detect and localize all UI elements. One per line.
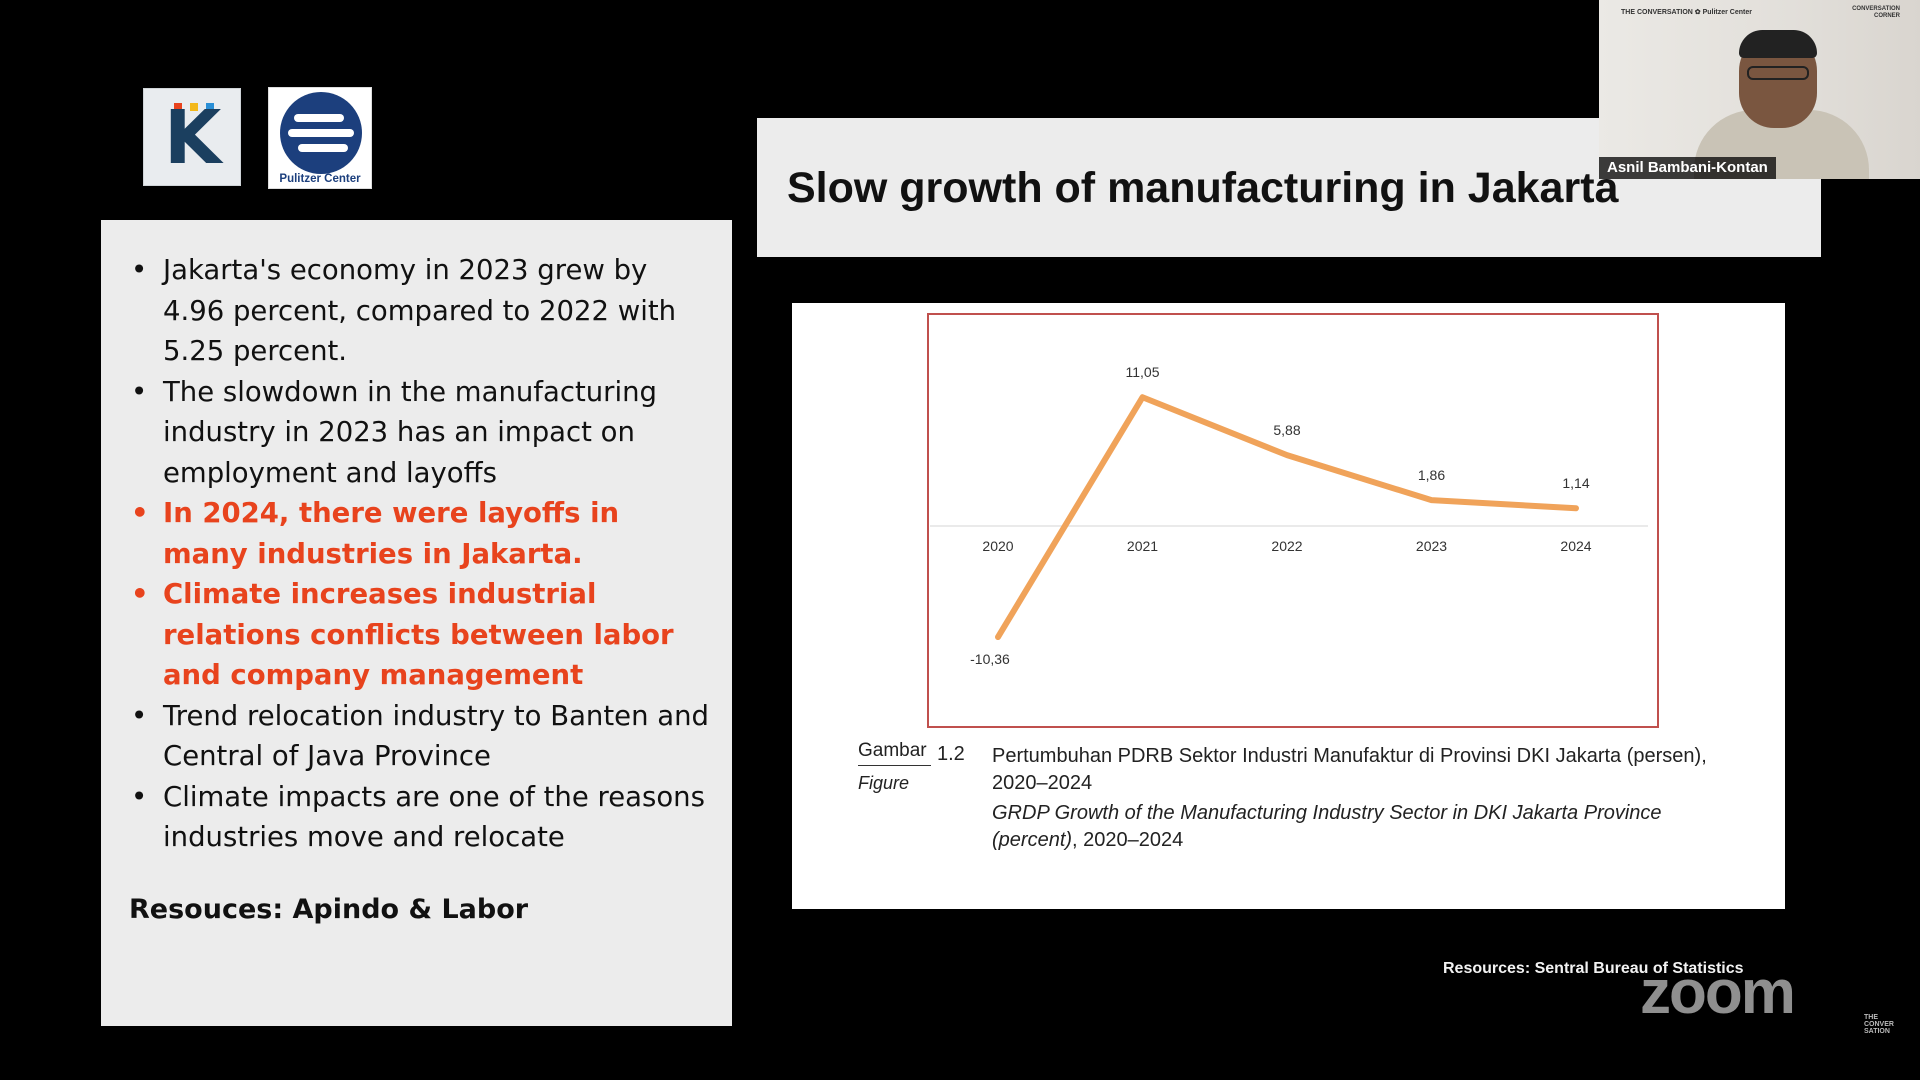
data-label: 1,86 <box>1418 467 1445 483</box>
bullet-item: • Climate increases industrial relations … <box>129 574 712 696</box>
participant-name-tag: Asnil Bambani-Kontan <box>1599 157 1776 179</box>
bullet-panel: • Jakarta's economy in 2023 grew by 4.96 … <box>101 220 732 1026</box>
participant-video[interactable]: THE CONVERSATION ✿ Pulitzer Center CONVE… <box>1599 0 1920 179</box>
logo-stripe <box>298 144 348 152</box>
zoom-logo: zoom <box>1640 958 1796 1027</box>
x-tick-label: 2022 <box>1271 538 1302 554</box>
pulitzer-logo-circle <box>280 92 362 174</box>
slide-title: Slow growth of manufacturing in Jakarta <box>787 164 1619 212</box>
logo-dot <box>174 103 182 111</box>
caption-figure: Figure <box>858 773 910 793</box>
x-tick-label: 2020 <box>982 538 1013 554</box>
kontan-logo-dots <box>174 103 214 111</box>
bullet-text: The slowdown in the manufacturing indust… <box>163 375 657 489</box>
kontan-logo-letter: K <box>164 95 222 181</box>
caption-english-years: , 2020–2024 <box>1072 829 1184 851</box>
caption-gambar: Gambar <box>858 740 931 766</box>
pulitzer-center-logo: Pulitzer Center <box>268 87 372 189</box>
bullet-text: Climate increases industrial relations c… <box>163 578 674 691</box>
data-point <box>1573 505 1579 511</box>
bullet-item: • Jakarta's economy in 2023 grew by 4.96 … <box>129 250 712 372</box>
x-tick-label: 2024 <box>1560 538 1591 554</box>
resources-left: Resouces: Apindo & Labor <box>129 894 529 925</box>
data-point <box>1284 452 1290 458</box>
caption-english-italic: GRDP Growth of the Manufacturing Industr… <box>992 802 1662 851</box>
pulitzer-logo-caption: Pulitzer Center <box>279 173 361 185</box>
logo-stripe <box>294 114 344 122</box>
data-label: -10,36 <box>970 651 1010 667</box>
data-point <box>1429 497 1434 503</box>
video-brand-right: CONVERSATION CORNER <box>1852 6 1900 19</box>
bullet-dot: • <box>131 578 149 610</box>
logo-dot <box>190 103 198 111</box>
participant-glasses <box>1747 66 1809 80</box>
participant-hair <box>1739 30 1817 58</box>
bullet-dot: • <box>131 780 148 813</box>
bullet-text: Jakarta's economy in 2023 grew by 4.96 p… <box>163 254 677 367</box>
x-tick-label: 2023 <box>1416 538 1447 554</box>
bullet-list: • Jakarta's economy in 2023 grew by 4.96 … <box>101 220 732 858</box>
data-point <box>1140 394 1145 400</box>
bullet-text: In 2024, there were layoffs in many indu… <box>163 497 620 570</box>
bullet-dot: • <box>131 254 148 286</box>
chart-panel: 2020 2021 2022 2023 2024 -10,36 11,05 5,88 1,86 1… <box>792 303 1785 909</box>
bullet-item: • Climate impacts are one of the reasons … <box>129 777 712 858</box>
chart-frame <box>927 313 1659 728</box>
bullet-dot: • <box>131 497 149 529</box>
caption-indonesian: Pertumbuhan PDRB Sektor Industri Manufak… <box>992 745 1707 794</box>
data-label: 1,14 <box>1562 475 1589 491</box>
bullet-item: • Trend relocation industry to Banten and… <box>129 696 712 777</box>
data-label: 5,88 <box>1273 422 1300 438</box>
bullet-text: Climate impacts are one of the reasons i… <box>163 780 705 854</box>
caption-number: 1.2 <box>937 743 965 765</box>
caption-english: GRDP Growth of the Manufacturing Industr… <box>992 800 1732 854</box>
data-point <box>995 634 1001 640</box>
line-chart: 2020 2021 2022 2023 2024 -10,36 11,05 5,88 1,86 1… <box>927 313 1659 728</box>
video-brand-left: THE CONVERSATION ✿ Pulitzer Center <box>1621 9 1752 16</box>
resources-right: Resources: Sentral Bureau of Statistics <box>1443 960 1744 977</box>
kontan-logo: K <box>143 88 241 186</box>
x-tick-label: 2021 <box>1127 538 1158 554</box>
bullet-item: • In 2024, there were layoffs in many ind… <box>129 493 712 574</box>
bullet-dot: • <box>131 699 148 732</box>
bullet-dot: • <box>131 375 148 408</box>
bullet-item: • The slowdown in the manufacturing indus… <box>129 372 712 494</box>
logo-stripe <box>288 129 354 137</box>
logo-dot <box>206 103 214 111</box>
bullet-text: Trend relocation industry to Banten and … <box>163 699 709 773</box>
conversation-watermark: THE CONVER SATION <box>1864 1014 1894 1035</box>
data-label: 11,05 <box>1126 364 1160 380</box>
